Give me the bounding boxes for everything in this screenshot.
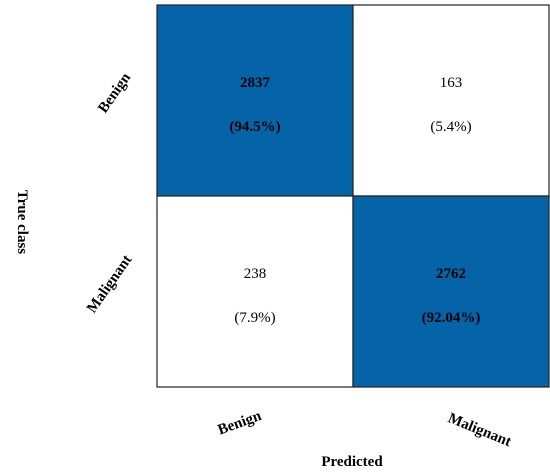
col-tick-label-0: Benign — [216, 408, 264, 439]
cell-percent-1-1: (92.04%) — [422, 310, 481, 326]
y-axis-title: True class — [14, 190, 30, 254]
row-tick-label-0: Benign — [95, 70, 134, 117]
cell-percent-0-0: (94.5%) — [229, 119, 280, 135]
cell-count-1-1: 2762 — [436, 266, 466, 282]
cell-count-1-0: 238 — [244, 266, 267, 282]
matrix-cell-0-1 — [352, 4, 550, 197]
matrix-cell-1-1 — [352, 195, 550, 388]
cell-count-0-1: 163 — [440, 75, 463, 91]
matrix-cell-1-0 — [156, 195, 354, 388]
cell-percent-1-0: (7.9%) — [234, 310, 275, 326]
matrix-cell-0-0 — [156, 4, 354, 197]
matrix-cells: 2837 (94.5%) 163 (5.4%) 238 (7.9%) 2762 (92.04%… — [156, 4, 550, 388]
x-axis-title: Predicted — [321, 454, 383, 470]
cell-count-0-0: 2837 — [240, 75, 271, 91]
cell-percent-0-1: (5.4%) — [430, 119, 471, 135]
col-tick-label-1: Malignant — [446, 410, 514, 450]
row-tick-label-1: Malignant — [84, 252, 135, 316]
